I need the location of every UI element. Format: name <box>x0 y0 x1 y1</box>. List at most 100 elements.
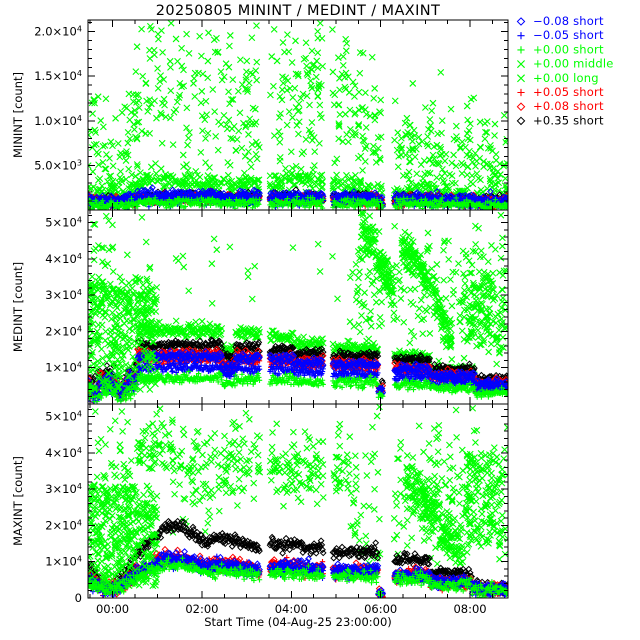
data-point <box>286 175 293 183</box>
data-point <box>317 197 324 204</box>
data-point <box>304 68 312 75</box>
data-point <box>415 305 423 312</box>
data-point <box>154 65 161 72</box>
data-point <box>198 52 205 60</box>
data-point <box>158 139 166 147</box>
data-point <box>483 160 491 168</box>
data-point <box>138 25 145 33</box>
data-point <box>139 72 147 80</box>
data-point <box>106 172 113 180</box>
data-point <box>211 48 219 56</box>
data-point <box>346 125 354 133</box>
data-point <box>218 191 226 199</box>
data-point <box>295 130 302 138</box>
data-point <box>395 268 403 276</box>
data-point <box>353 290 361 297</box>
data-point <box>430 272 438 280</box>
data-point <box>489 169 497 177</box>
data-point <box>341 177 349 185</box>
data-point <box>342 85 350 93</box>
data-point <box>448 159 456 167</box>
panel-medint-data <box>88 210 508 404</box>
data-point <box>458 138 466 146</box>
data-point <box>448 302 456 310</box>
data-point <box>237 56 244 64</box>
data-point <box>88 353 95 361</box>
data-point <box>104 186 112 194</box>
data-point <box>167 114 174 122</box>
data-point <box>427 127 435 135</box>
data-point <box>453 133 460 140</box>
data-point <box>350 196 356 202</box>
data-point <box>217 68 225 75</box>
data-point <box>219 203 225 209</box>
data-point <box>300 148 308 156</box>
data-point <box>301 171 309 179</box>
data-point <box>419 330 427 338</box>
data-point <box>346 318 354 326</box>
data-point <box>276 157 284 165</box>
data-point <box>351 110 359 118</box>
data-point <box>225 63 233 71</box>
data-point <box>256 201 262 207</box>
data-point <box>246 156 254 164</box>
data-point <box>487 188 494 195</box>
data-point <box>252 138 260 146</box>
data-point <box>437 145 445 153</box>
data-point <box>217 120 225 128</box>
data-point <box>109 162 117 170</box>
data-point <box>167 20 175 27</box>
data-point <box>180 183 188 190</box>
data-point <box>394 163 402 171</box>
data-point <box>310 134 318 141</box>
data-point <box>447 276 454 283</box>
data-point <box>465 127 473 134</box>
data-point <box>440 246 447 254</box>
data-point <box>240 119 247 127</box>
data-point <box>278 96 286 104</box>
data-point <box>457 298 465 305</box>
data-point <box>292 186 300 194</box>
data-point <box>252 118 260 126</box>
data-point <box>496 348 503 356</box>
data-point <box>422 196 429 202</box>
data-point <box>486 160 494 168</box>
data-point <box>108 198 114 204</box>
data-point <box>339 138 347 145</box>
data-point <box>343 171 350 179</box>
data-point <box>307 77 315 85</box>
data-point <box>185 287 193 295</box>
data-point <box>134 91 142 99</box>
data-point <box>148 177 156 185</box>
data-point <box>146 96 154 104</box>
data-point <box>289 94 297 101</box>
data-point <box>435 357 443 365</box>
data-point <box>433 174 441 182</box>
data-point <box>406 339 414 347</box>
data-point <box>355 88 363 96</box>
data-point <box>483 118 491 125</box>
data-point <box>106 356 113 363</box>
data-point <box>223 121 230 129</box>
data-point <box>248 141 256 148</box>
data-point <box>90 220 98 228</box>
data-point <box>288 59 296 66</box>
data-point <box>429 99 437 107</box>
data-point <box>305 172 313 180</box>
data-point <box>356 328 364 336</box>
data-point <box>137 193 145 200</box>
data-point <box>241 152 249 160</box>
data-point <box>226 32 234 39</box>
data-point <box>135 203 141 210</box>
data-point <box>377 96 385 104</box>
data-point <box>329 89 337 97</box>
data-point <box>256 189 263 197</box>
data-point <box>426 169 434 177</box>
data-point <box>452 269 460 276</box>
data-point <box>476 253 484 261</box>
data-point <box>106 155 113 162</box>
data-point <box>351 178 359 186</box>
data-point <box>320 196 326 203</box>
